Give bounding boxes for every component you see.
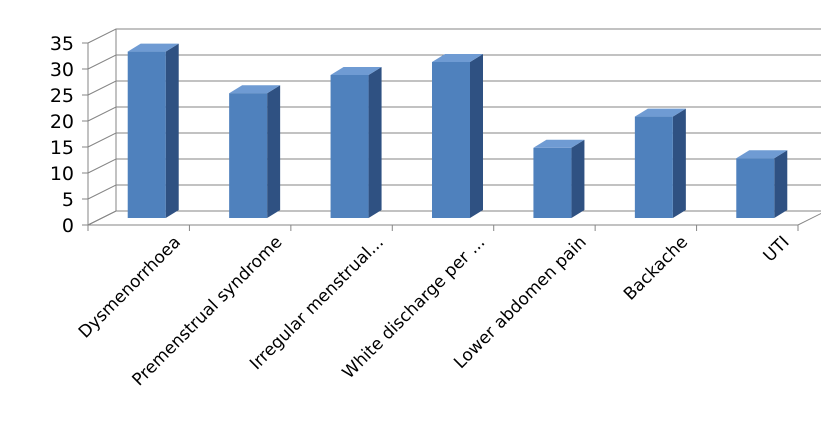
bar-front <box>634 116 673 218</box>
gridline <box>87 28 821 44</box>
y-tick-label: 30 <box>50 59 74 81</box>
bar-top <box>736 150 788 159</box>
bar-side <box>571 139 585 218</box>
bar <box>229 85 281 218</box>
bar-top <box>229 85 281 94</box>
bar-top <box>533 139 585 148</box>
bar <box>127 43 179 218</box>
bar-front <box>736 158 775 218</box>
bar-front <box>127 51 166 218</box>
y-tick-label: 5 <box>62 189 74 211</box>
bar-side <box>774 150 788 218</box>
y-tick-label: 15 <box>50 137 74 159</box>
bar-top <box>432 54 483 62</box>
y-tick-label: 25 <box>50 85 74 107</box>
bar-front <box>330 75 369 218</box>
bar <box>634 108 686 218</box>
bar-side <box>672 108 686 218</box>
chart-bars <box>127 43 788 218</box>
gridline <box>87 210 821 226</box>
gridline <box>87 80 821 96</box>
bar <box>432 54 483 218</box>
bar-front <box>229 93 268 218</box>
gridline <box>87 54 821 70</box>
chart-gridlines <box>82 28 821 231</box>
bar-top <box>330 67 382 75</box>
gridline <box>87 132 821 148</box>
bar-front <box>533 147 572 218</box>
x-tick-label: Backache <box>620 232 692 304</box>
y-tick-label: 35 <box>50 33 74 55</box>
x-tick-label: UTI <box>760 232 794 266</box>
bar-side <box>267 85 281 218</box>
y-tick-label: 10 <box>50 163 74 185</box>
y-tick-label: 0 <box>62 215 74 237</box>
bar <box>533 139 585 218</box>
gridline <box>87 106 821 122</box>
y-axis-tick-labels: 0 5 10 15 20 25 30 35 <box>50 33 74 237</box>
bar-front <box>432 62 470 218</box>
y-tick-label: 20 <box>50 111 74 133</box>
bar-side <box>165 43 179 218</box>
bar-top <box>127 43 179 52</box>
bar <box>330 67 382 218</box>
bar-top <box>634 108 686 117</box>
gridline <box>87 158 821 174</box>
bar-side <box>368 67 382 218</box>
bar-side <box>470 54 483 218</box>
x-tick-label: Dysmenorrhoea <box>75 232 185 342</box>
gridline <box>87 184 821 200</box>
bar <box>736 150 788 218</box>
